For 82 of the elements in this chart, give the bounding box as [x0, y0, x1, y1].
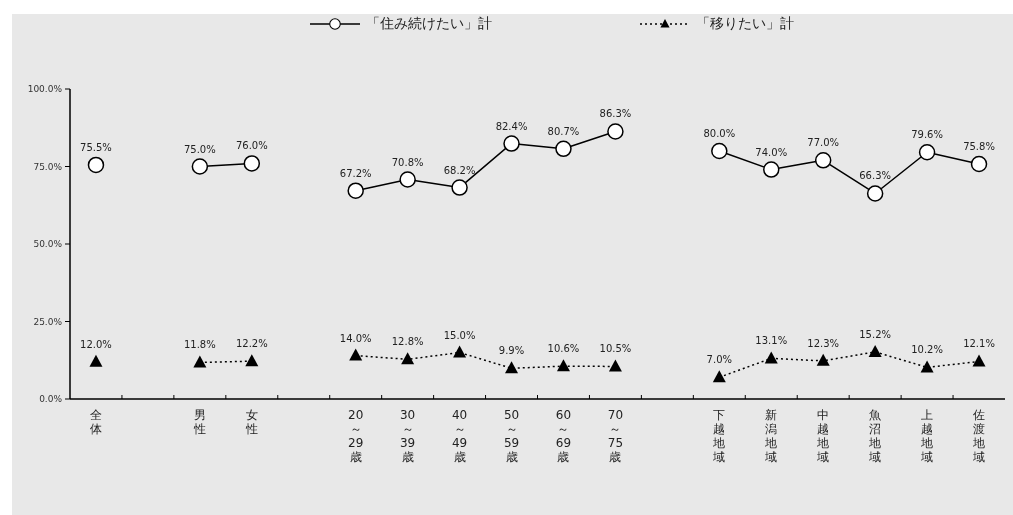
data-label: 66.3%: [859, 170, 892, 182]
x-tick-label: 上越地域: [920, 408, 934, 464]
data-label: 79.6%: [911, 129, 943, 141]
data-label: 80.7%: [547, 125, 580, 137]
point: [451, 179, 468, 196]
data-label: 74.0%: [755, 146, 788, 158]
point: [608, 359, 622, 372]
data-label: 75.8%: [963, 141, 995, 153]
y-tick-label: 75.0%: [33, 161, 63, 172]
data-label: 15.0%: [443, 329, 476, 341]
x-tick-label: 全体: [89, 408, 102, 436]
y-tick-label: 0.0%: [39, 394, 63, 404]
point: [970, 155, 988, 173]
point: [607, 123, 624, 140]
data-label: 12.1%: [963, 338, 995, 350]
x-tick-label: 新潟地域: [764, 408, 778, 464]
data-label: 82.4%: [495, 120, 528, 132]
data-label: 12.3%: [807, 337, 840, 349]
point: [763, 161, 780, 178]
x-tick-label: 中越地域: [816, 408, 830, 464]
data-label: 10.5%: [599, 343, 632, 355]
point: [347, 182, 364, 199]
data-label: 7.0%: [706, 354, 733, 366]
x-tick-label: 60～69歳: [555, 408, 572, 464]
x-tick-label: 下越地域: [712, 408, 726, 464]
data-label: 70.8%: [391, 156, 424, 168]
point: [453, 345, 467, 358]
point: [193, 355, 207, 368]
data-label: 14.0%: [339, 332, 372, 344]
point: [503, 135, 520, 152]
data-label: 13.1%: [755, 335, 788, 347]
legend-label: 「移りたい」計: [696, 15, 794, 31]
data-label: 68.2%: [443, 164, 476, 176]
point: [764, 351, 778, 364]
data-label: 12.0%: [80, 338, 112, 350]
data-label: 9.9%: [498, 345, 525, 357]
point: [349, 348, 363, 361]
data-label: 11.8%: [183, 339, 216, 351]
data-label: 15.2%: [859, 328, 892, 340]
data-label: 10.2%: [911, 344, 943, 356]
point: [868, 344, 882, 357]
point: [191, 158, 209, 175]
y-tick-label: 25.0%: [33, 316, 63, 327]
data-label: 12.2%: [235, 338, 268, 350]
point: [712, 370, 726, 383]
point: [243, 155, 261, 172]
point: [972, 354, 986, 367]
point: [918, 143, 936, 161]
x-tick-label: 魚沼地域: [868, 408, 882, 464]
data-label: 80.0%: [703, 128, 736, 139]
point: [245, 354, 259, 367]
data-label: 67.2%: [339, 167, 372, 179]
point: [866, 185, 884, 202]
x-tick-label: 50～59歳: [503, 408, 520, 464]
point: [399, 171, 416, 188]
point: [505, 361, 519, 374]
point: [711, 142, 728, 160]
x-tick-label: 20～29歳: [348, 408, 364, 464]
y-tick-label: 100.0%: [27, 84, 63, 94]
point: [816, 353, 830, 366]
x-tick-label: 40～49歳: [451, 408, 468, 464]
x-tick-label: 男性: [192, 408, 206, 436]
x-tick-label: 女性: [244, 408, 258, 436]
point: [89, 354, 103, 367]
legend-label: 「住み続けたい」計: [366, 15, 492, 31]
data-label: 12.8%: [391, 336, 424, 348]
point: [401, 352, 415, 365]
data-label: 76.0%: [235, 140, 268, 152]
point: [556, 359, 570, 372]
x-tick-label: 70～75歳: [607, 408, 624, 464]
point: [555, 140, 572, 158]
data-label: 75.0%: [183, 143, 216, 155]
point: [87, 156, 105, 174]
data-label: 86.3%: [599, 108, 632, 120]
point: [920, 360, 934, 373]
data-label: 77.0%: [807, 137, 840, 149]
point: [814, 152, 832, 169]
x-tick-label: 佐渡地域: [972, 408, 986, 464]
x-tick-label: 30～39歳: [400, 408, 416, 464]
data-label: 75.5%: [80, 141, 112, 153]
y-tick-label: 50.0%: [33, 239, 63, 249]
data-label: 10.6%: [547, 343, 580, 355]
